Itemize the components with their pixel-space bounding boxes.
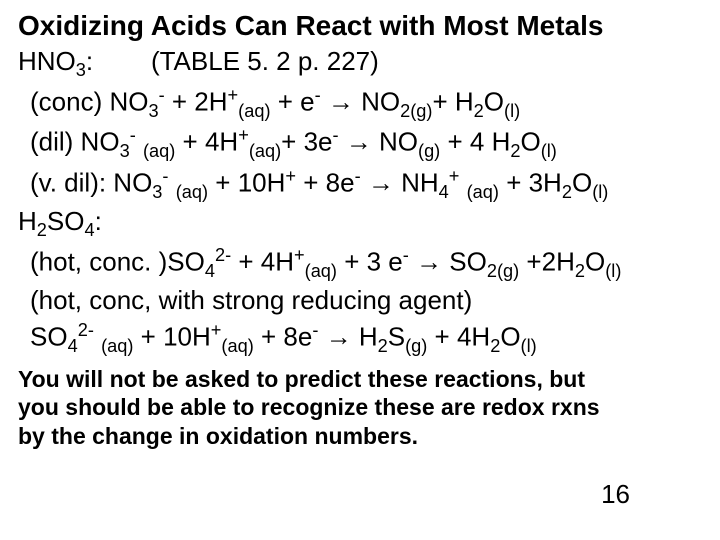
s2: 2 <box>575 261 585 281</box>
s2: 2 <box>562 181 572 201</box>
t: O <box>520 127 540 157</box>
footer-line-2: you should be able to recognize these ar… <box>18 393 702 422</box>
t: O <box>572 167 592 197</box>
t: → NH <box>361 167 439 197</box>
s4: 4 <box>205 261 215 281</box>
footer-note: You will not be asked to predict these r… <box>18 365 702 451</box>
eq3-prefix: (v. dil): NO <box>30 167 152 197</box>
t: O <box>500 322 520 352</box>
t: + 4H <box>231 246 294 276</box>
aq: (aq) <box>143 141 175 161</box>
hno3-ref: (TABLE 5. 2 p. 227) <box>151 46 379 76</box>
equation-1: (conc) NO3- + 2H+(aq) + e- → NO2(g)+ H2O… <box>18 83 702 123</box>
l: (l) <box>592 181 608 201</box>
eq5-prefix: SO <box>30 322 68 352</box>
s2: 2 <box>378 336 388 356</box>
equation-2: (dil) NO3- (aq) + 4H+(aq)+ 3e- → NO(g) +… <box>18 123 702 163</box>
t: → H <box>318 322 377 352</box>
colon: : <box>86 46 93 76</box>
splus: + <box>211 320 222 340</box>
equation-5-cond: (hot, conc, with strong reducing agent) <box>18 283 702 318</box>
t: +2H <box>519 246 575 276</box>
t: → NO <box>339 127 418 157</box>
splus: + <box>285 166 296 186</box>
t: + 4H <box>427 322 490 352</box>
t: + 2H <box>165 86 228 116</box>
splus: + <box>294 245 305 265</box>
t: + H <box>432 86 473 116</box>
t: + 3H <box>499 167 562 197</box>
t: O <box>585 246 605 276</box>
aq: (aq) <box>238 101 270 121</box>
s2m: 2- <box>215 245 231 265</box>
s2: 2 <box>474 101 484 121</box>
eq1-prefix: (conc) NO <box>30 86 148 116</box>
hno3-heading: HNO3: (TABLE 5. 2 p. 227) <box>18 44 702 83</box>
l: (l) <box>541 141 557 161</box>
s2: 2 <box>487 261 497 281</box>
l: (l) <box>521 336 537 356</box>
s2: 2 <box>37 220 47 240</box>
sminus: - <box>162 166 168 186</box>
g: (g) <box>410 101 432 121</box>
l: (l) <box>504 101 520 121</box>
equation-4: (hot, conc. )SO42- + 4H+(aq) + 3 e- → SO… <box>18 243 702 283</box>
footer-line-1: You will not be asked to predict these r… <box>18 365 702 394</box>
t: S <box>388 322 405 352</box>
aq: (aq) <box>305 261 337 281</box>
s4: 4 <box>68 336 78 356</box>
t: → NO <box>321 86 400 116</box>
l: (l) <box>605 261 621 281</box>
s2: 2 <box>510 141 520 161</box>
aq: (aq) <box>176 181 208 201</box>
page-title: Oxidizing Acids Can React with Most Meta… <box>18 10 702 42</box>
s4: 4 <box>439 181 449 201</box>
colon: : <box>95 206 102 236</box>
t: + 10H <box>208 167 285 197</box>
hno3-label: HNO <box>18 46 76 76</box>
aq: (aq) <box>101 336 133 356</box>
t: + 10H <box>133 322 210 352</box>
sminus: - <box>130 125 136 145</box>
page-number: 16 <box>601 479 630 510</box>
footer-line-3: by the change in oxidation numbers. <box>18 422 702 451</box>
h2so4-label: H <box>18 206 37 236</box>
g: (g) <box>418 141 440 161</box>
s4: 4 <box>84 220 94 240</box>
g: (g) <box>497 261 519 281</box>
t: + 3e <box>281 127 332 157</box>
s3: 3 <box>148 101 158 121</box>
t: → SO <box>409 246 487 276</box>
t: + 8e <box>296 167 355 197</box>
s3: 3 <box>120 141 130 161</box>
s2: 2 <box>400 101 410 121</box>
t: + 3 e <box>337 246 403 276</box>
s3: 3 <box>152 181 162 201</box>
t: + 4 H <box>440 127 510 157</box>
eq4-prefix: (hot, conc. )SO <box>30 246 205 276</box>
t: + e <box>271 86 315 116</box>
splus: + <box>238 125 249 145</box>
equation-3: (v. dil): NO3- (aq) + 10H+ + 8e- → NH4+ … <box>18 164 702 204</box>
equation-5: SO42- (aq) + 10H+(aq) + 8e- → H2S(g) + 4… <box>18 318 702 358</box>
t: + 4H <box>175 127 238 157</box>
splus: + <box>449 166 460 186</box>
t: O <box>484 86 504 116</box>
aq: (aq) <box>221 336 253 356</box>
s2m: 2- <box>78 320 94 340</box>
splus: + <box>228 85 239 105</box>
h2so4-mid: SO <box>47 206 85 236</box>
t: + 8e <box>254 322 313 352</box>
aq: (aq) <box>249 141 281 161</box>
hno3-sub: 3 <box>76 60 86 80</box>
h2so4-heading: H2SO4: <box>18 204 702 243</box>
s2: 2 <box>490 336 500 356</box>
aq: (aq) <box>467 181 499 201</box>
eq2-prefix: (dil) NO <box>30 127 120 157</box>
g: (g) <box>405 336 427 356</box>
